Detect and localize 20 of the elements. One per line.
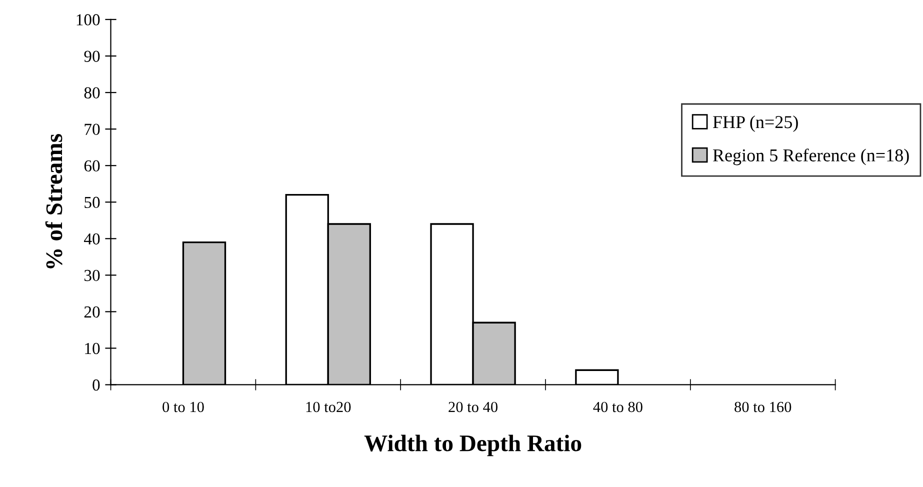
x-tick-label: 40 to 80 [593, 402, 642, 412]
x-tick-label: 0 to 10 [162, 402, 204, 412]
y-axis-title: % of Streams [45, 134, 62, 268]
legend-label: Region 5 Reference (n=18) [712, 148, 909, 166]
y-tick-label: 100 [76, 14, 100, 26]
y-tick-label: 50 [84, 196, 100, 208]
y-tick-label: 90 [84, 50, 100, 62]
y-tick-label: 10 [85, 342, 100, 354]
y-tick-label: 40 [84, 233, 100, 245]
x-tick-label: 20 to 40 [448, 402, 498, 412]
x-tick-label: 10 to20 [306, 402, 351, 412]
x-axis-title: Width to Depth Ratio [364, 434, 582, 456]
y-tick-label: 60 [84, 160, 100, 172]
y-tick-label: 80 [84, 87, 100, 98]
y-tick-label: 30 [84, 270, 100, 282]
y-tick-label: 70 [84, 124, 100, 135]
x-tick-label: 80 to 160 [734, 402, 792, 412]
y-tick-label: 20 [84, 306, 100, 318]
legend-label: FHP (n=25) [712, 115, 798, 132]
y-tick-label: 0 [92, 379, 100, 391]
